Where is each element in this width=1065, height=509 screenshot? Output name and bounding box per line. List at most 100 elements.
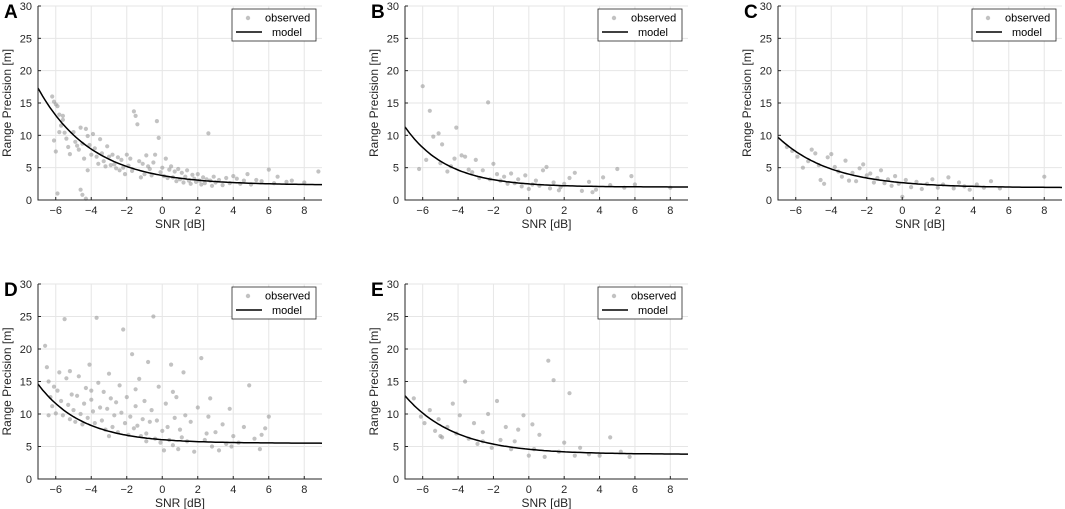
y-tick-label: 5 <box>26 442 32 454</box>
observed-point <box>156 135 161 140</box>
x-tick-label: 4 <box>597 484 603 496</box>
x-tick-label: 0 <box>899 205 905 217</box>
observed-point <box>57 370 62 375</box>
x-tick-label: 6 <box>266 205 272 217</box>
observed-point <box>94 154 99 159</box>
observed-point <box>503 424 508 430</box>
observed-point <box>417 166 422 172</box>
x-tick-label: −2 <box>860 205 873 217</box>
observed-point <box>818 177 823 183</box>
observed-point <box>124 152 129 157</box>
observed-point <box>78 411 83 417</box>
observed-point <box>411 396 416 401</box>
observed-point <box>475 441 480 446</box>
observed-point <box>94 315 99 320</box>
x-tick-label: 4 <box>230 484 236 496</box>
observed-point <box>64 376 69 381</box>
y-axis-label: Range Precision [m] <box>367 49 381 157</box>
y-tick-label: 20 <box>387 66 399 78</box>
observed-point <box>43 343 48 348</box>
x-tick-label: 2 <box>935 205 941 217</box>
observed-point <box>69 392 74 397</box>
legend-observed-label: observed <box>1005 13 1050 25</box>
y-tick-label: 5 <box>393 442 399 454</box>
observed-point <box>615 166 620 172</box>
observed-point <box>861 162 866 167</box>
observed-point <box>90 409 96 414</box>
observed-point <box>919 186 924 192</box>
y-tick-label: 10 <box>760 130 772 142</box>
observed-point <box>60 113 65 118</box>
observed-point <box>438 434 443 439</box>
y-tick-label: 0 <box>26 195 32 207</box>
observed-point <box>50 94 55 99</box>
observed-point <box>547 186 553 191</box>
legend-observed-marker <box>245 15 251 21</box>
observed-point <box>172 169 177 174</box>
observed-point <box>578 445 583 450</box>
x-axis-label: SNR [dB] <box>521 217 571 231</box>
observed-point <box>930 177 935 182</box>
observed-point <box>142 172 147 177</box>
observed-point <box>427 108 432 113</box>
x-tick-label: 0 <box>526 484 532 496</box>
observed-point <box>420 84 425 89</box>
panel-a: −6 −4 −2 0 2 4 6 8 0 5 10 15 20 25 30 SNR [dB] Range Pre… <box>0 1 322 231</box>
observed-point <box>119 157 124 162</box>
observed-point <box>206 414 211 419</box>
observed-point <box>900 194 905 199</box>
x-axis-label: SNR [dB] <box>521 496 571 509</box>
observed-point <box>454 125 459 130</box>
observed-point <box>67 417 72 422</box>
observed-point <box>431 134 436 139</box>
observed-point <box>92 421 97 426</box>
observed-point <box>224 175 229 181</box>
y-tick-label: 10 <box>20 130 32 142</box>
observed-point <box>245 172 250 177</box>
observed-point <box>470 170 475 175</box>
observed-point <box>562 181 567 186</box>
x-tick-label: 6 <box>1006 205 1012 217</box>
observed-point <box>174 395 179 400</box>
observed-point <box>87 362 92 367</box>
observed-point <box>133 404 138 409</box>
observed-point <box>67 152 72 157</box>
observed-point <box>551 378 556 383</box>
x-tick-label: 8 <box>667 484 673 496</box>
legend: observed model <box>597 8 683 42</box>
observed-point <box>130 168 135 173</box>
x-tick-label: −4 <box>452 484 465 496</box>
observed-point <box>66 144 71 150</box>
observed-point <box>562 440 567 445</box>
observed-point <box>572 170 577 175</box>
observed-point <box>593 187 599 192</box>
observed-point <box>800 165 806 170</box>
x-tick-label: −6 <box>416 205 429 217</box>
observed-point <box>59 123 64 128</box>
observed-point <box>436 131 441 136</box>
observed-point <box>201 175 206 180</box>
y-tick-label: 10 <box>387 409 399 421</box>
x-tick-label: −4 <box>85 205 98 217</box>
observed-point <box>466 167 471 172</box>
observed-point <box>151 160 156 165</box>
x-tick-label: 2 <box>195 205 201 217</box>
observed-point <box>66 402 71 407</box>
observed-point <box>165 424 170 430</box>
observed-point <box>170 443 175 448</box>
observed-point <box>850 170 855 175</box>
observed-point <box>172 415 177 420</box>
observed-point <box>89 152 94 157</box>
observed-point <box>509 171 514 176</box>
observed-point <box>526 453 531 458</box>
observed-point <box>795 154 800 159</box>
observed-point <box>204 431 209 436</box>
x-tick-label: −6 <box>789 205 802 217</box>
observed-point <box>174 179 179 184</box>
observed-point <box>530 422 535 427</box>
y-tick-label: 25 <box>387 33 399 45</box>
legend-model-label: model <box>1012 27 1042 39</box>
observed-point <box>114 166 119 171</box>
legend-box <box>231 8 317 42</box>
observed-point <box>98 405 103 410</box>
